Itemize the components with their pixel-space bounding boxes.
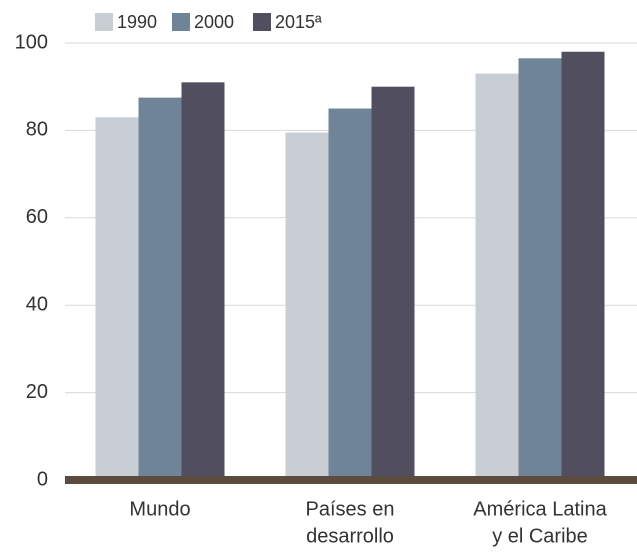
bar xyxy=(475,73,519,480)
x-tick-label: y el Caribe xyxy=(492,525,588,547)
y-tick-label: 100 xyxy=(15,31,48,53)
y-tick-label: 40 xyxy=(26,293,48,315)
y-tick-label: 60 xyxy=(26,206,48,228)
bar xyxy=(518,58,562,481)
bar xyxy=(181,82,225,480)
x-tick-label: Mundo xyxy=(129,498,190,520)
bar xyxy=(328,108,372,481)
y-tick-label: 20 xyxy=(26,381,48,403)
bar xyxy=(371,86,415,480)
y-tick-label: 80 xyxy=(26,119,48,141)
bar xyxy=(561,51,605,481)
legend-swatch xyxy=(253,13,271,31)
x-tick-label: Países en xyxy=(306,498,395,520)
x-tick-label: América Latina xyxy=(473,498,607,520)
legend-label: 2015ª xyxy=(275,12,322,32)
x-tick-label: desarrollo xyxy=(306,525,394,547)
bar xyxy=(285,132,329,480)
legend-swatch xyxy=(95,13,113,31)
bar xyxy=(138,97,182,480)
legend-label: 1990 xyxy=(117,12,157,32)
y-tick-label: 0 xyxy=(37,468,48,490)
legend-swatch xyxy=(172,13,190,31)
legend-label: 2000 xyxy=(194,12,234,32)
bar xyxy=(95,117,139,480)
